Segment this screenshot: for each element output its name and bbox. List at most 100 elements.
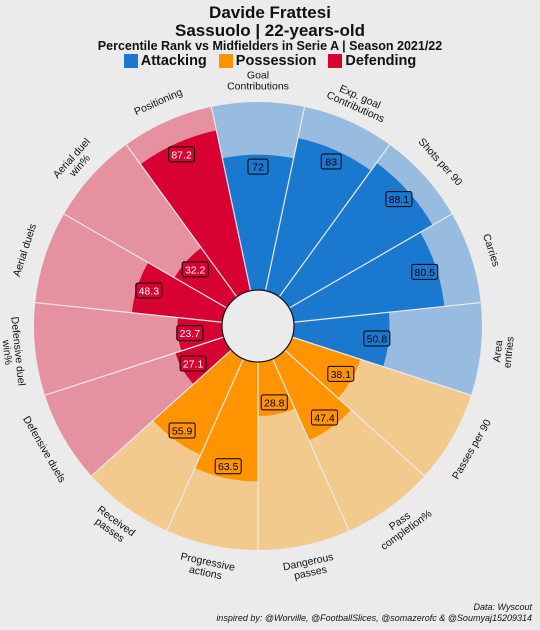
- category-label-carries: Carries: [480, 232, 502, 268]
- slice-separator: [35, 301, 223, 323]
- value-label-box: [168, 422, 196, 439]
- slice-separator: [284, 349, 425, 477]
- value-label-text: 88.1: [389, 194, 410, 206]
- value-label-pass-completion: 47.4: [310, 409, 338, 426]
- slice-separator: [210, 106, 252, 291]
- value-label-box: [260, 394, 288, 411]
- category-label-line: entries: [502, 336, 517, 369]
- value-label-box: [214, 458, 242, 475]
- value-label-box: [411, 263, 439, 280]
- value-label-aerial-duels: 48.3: [135, 282, 163, 299]
- category-label-line: Carries: [480, 232, 502, 268]
- value-label-defensive-duel-win: 23.7: [176, 325, 204, 342]
- value-label-text: 23.7: [180, 328, 201, 340]
- footer-source: Data: Wyscout: [473, 602, 532, 612]
- slice-bg-defensive-duel-win: [34, 302, 224, 396]
- value-label-box: [181, 261, 209, 278]
- slice-separators: [35, 106, 481, 550]
- value-label-defensive-duels: 27.1: [179, 355, 207, 372]
- category-label-line: Goal: [247, 70, 269, 82]
- slice-value-exp-goal-contributions: [265, 138, 371, 297]
- value-label-text: 32.2: [185, 264, 206, 276]
- legend: Attacking Possession Defending: [0, 53, 540, 69]
- category-label-line: Aerial duels: [11, 222, 39, 278]
- value-label-shots-per-90: 88.1: [385, 191, 413, 208]
- category-label-aerial-duels: Aerial duels: [11, 222, 39, 278]
- value-label-text: 83: [325, 157, 337, 169]
- slice-value-goal-contributions: [222, 154, 294, 291]
- value-label-box: [385, 191, 413, 208]
- footer-credits: inspired by: @Worville, @FootballSlices,…: [216, 613, 532, 623]
- legend-item-possession: Possession: [218, 53, 317, 69]
- value-label-box: [168, 146, 196, 163]
- category-label-goal-contributions: Goal Contributions: [227, 70, 289, 93]
- legend-item-attacking: Attacking: [123, 53, 207, 69]
- value-label-text: 38.1: [331, 369, 352, 381]
- value-label-carries: 80.5: [411, 263, 439, 280]
- legend-label-defending: Defending: [345, 53, 417, 69]
- value-label-text: 48.3: [139, 286, 160, 298]
- value-label-text: 28.8: [264, 397, 285, 409]
- center-circle: [221, 289, 295, 363]
- slice-value-carries: [289, 232, 445, 323]
- category-label-line: Area: [491, 339, 505, 362]
- legend-swatch-possession: [218, 54, 233, 68]
- value-label-text: 87.2: [171, 149, 192, 161]
- value-label-text: 47.4: [314, 413, 335, 425]
- subtitle: Percentile Rank vs Midfielders in Serie …: [97, 39, 443, 53]
- slice-separator: [272, 358, 350, 531]
- value-label-text: 63.5: [218, 461, 239, 473]
- value-label-text: 27.1: [183, 358, 204, 370]
- value-label-box: [179, 355, 207, 372]
- category-label-line: win%: [0, 338, 14, 365]
- slice-separator: [91, 349, 232, 477]
- value-label-exp-goal-contributions: 83: [320, 153, 342, 170]
- value-label-positioning: 87.2: [168, 146, 196, 163]
- slice-separator: [166, 358, 244, 531]
- slice-value-area-entries: [292, 312, 390, 367]
- slice-separator: [288, 213, 453, 309]
- slice-separator: [278, 144, 391, 298]
- value-label-box: [176, 325, 204, 342]
- slice-value-positioning: [140, 130, 251, 297]
- value-label-box: [310, 409, 338, 426]
- value-label-area-entries: 50.8: [363, 330, 391, 347]
- category-label-line: Positioning: [132, 86, 184, 118]
- value-labels: 72 83 88.1 80.5 50.8 38.1 47.4 28.8 63.5 55.9 27.1…: [135, 146, 439, 475]
- legend-swatch-defending: [328, 54, 343, 68]
- value-label-box: [320, 153, 342, 170]
- category-label-progressive-actions: Progressiveactions: [177, 551, 236, 585]
- slice-separator: [44, 336, 224, 396]
- slice-value-progressive-actions: [194, 358, 258, 482]
- value-label-received-passes: 55.9: [168, 422, 196, 439]
- category-label-area-entries: Areaentries: [491, 335, 517, 369]
- category-label-received-passes: Receivedpasses: [88, 504, 137, 548]
- slice-separator: [293, 301, 481, 323]
- slice-value-aerial-duels: [131, 262, 227, 323]
- slice-separator: [125, 144, 238, 298]
- center-hole: [221, 289, 295, 363]
- title-line-2: Sassuolo | 22-years-old: [175, 21, 365, 40]
- category-label-defensive-duel-win: Defensive duelwin%: [0, 316, 27, 387]
- value-label-box: [363, 330, 391, 347]
- title-line-1: Davide Frattesi: [209, 3, 331, 22]
- legend-label-possession: Possession: [235, 53, 317, 69]
- value-label-passes-per-90: 38.1: [327, 365, 355, 382]
- value-label-box: [327, 365, 355, 382]
- slice-value-passes-per-90: [284, 337, 361, 399]
- category-label-positioning: Positioning: [132, 86, 184, 118]
- slice-separator: [292, 336, 472, 396]
- value-label-text: 50.8: [367, 333, 388, 345]
- value-label-goal-contributions: 72: [247, 158, 269, 175]
- value-label-box: [135, 282, 163, 299]
- category-label-line: Contributions: [227, 81, 289, 93]
- value-label-text: 72: [252, 162, 264, 174]
- slice-separator: [264, 106, 306, 291]
- value-label-text: 55.9: [172, 425, 193, 437]
- value-label-aerial-duel-win: 32.2: [181, 261, 209, 278]
- slice-separator: [63, 213, 228, 309]
- value-label-progressive-actions: 63.5: [214, 458, 242, 475]
- legend-item-defending: Defending: [328, 53, 416, 69]
- legend-swatch-attacking: [123, 54, 138, 68]
